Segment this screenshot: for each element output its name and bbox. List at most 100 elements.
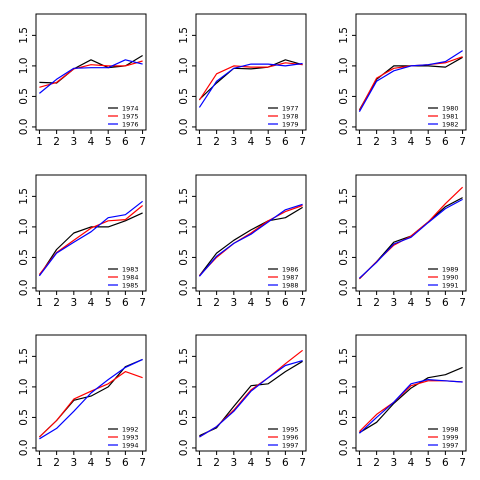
y-tick-label: 1.0	[338, 58, 350, 75]
x-tick-label: 5	[265, 297, 272, 309]
series-line-1991	[358, 198, 463, 279]
legend-label: 1975	[122, 112, 139, 120]
y-tick-label: 0.0	[338, 280, 350, 297]
legend-label: 1987	[282, 273, 299, 281]
x-tick-label: 5	[425, 136, 432, 148]
legend-label: 1999	[442, 433, 459, 441]
y-tick-label: 0.0	[178, 280, 190, 297]
y-tick-label: 1.5	[178, 188, 190, 205]
series-line-1995	[199, 360, 303, 437]
x-tick-label: 6	[282, 136, 289, 148]
legend-label: 1986	[282, 265, 299, 273]
x-tick-label: 2	[373, 297, 380, 309]
legend-label: 1997	[282, 441, 299, 449]
legend-label: 1990	[442, 273, 459, 281]
x-tick-label: 5	[265, 136, 272, 148]
y-tick-label: 0.0	[338, 440, 350, 457]
series-line-1976	[39, 59, 143, 94]
x-tick-label: 5	[105, 457, 112, 469]
series-line-1975	[39, 60, 143, 88]
x-tick-label: 4	[248, 457, 255, 469]
legend-label: 1980	[442, 104, 459, 112]
series-line-1993	[38, 371, 143, 438]
series-line-1982	[358, 50, 463, 112]
y-tick-label: 0.5	[338, 409, 350, 426]
legend-label: 1985	[122, 281, 139, 289]
x-tick-label: 2	[53, 457, 60, 469]
x-tick-label: 2	[213, 136, 220, 148]
y-tick-label: 0.5	[338, 249, 350, 266]
x-tick-label: 3	[230, 136, 237, 148]
y-tick-label: 0.0	[18, 440, 30, 457]
x-tick-label: 2	[373, 457, 380, 469]
y-tick-label: 0.0	[178, 119, 190, 136]
y-tick-label: 1.5	[338, 188, 350, 205]
legend-label: 1989	[442, 265, 459, 273]
y-tick-label: 0.5	[178, 409, 190, 426]
y-tick-label: 0.5	[338, 88, 350, 105]
legend-label: 1981	[442, 112, 459, 120]
x-tick-label: 7	[459, 457, 466, 469]
x-tick-label: 6	[442, 457, 449, 469]
x-tick-label: 4	[408, 297, 415, 309]
y-tick-label: 0.5	[18, 88, 30, 105]
y-tick-label: 1.5	[178, 348, 190, 365]
x-tick-label: 1	[356, 457, 363, 469]
x-tick-label: 7	[139, 457, 146, 469]
legend-label: 1996	[282, 433, 299, 441]
x-tick-label: 3	[390, 297, 397, 309]
legend-label: 1994	[122, 441, 139, 449]
y-tick-label: 1.5	[178, 27, 190, 44]
y-tick-label: 0.5	[178, 249, 190, 266]
series-line-1979	[198, 62, 303, 108]
x-tick-label: 7	[139, 297, 146, 309]
series-line-1984	[38, 205, 143, 275]
x-tick-label: 5	[425, 297, 432, 309]
x-tick-label: 1	[356, 297, 363, 309]
series-line-1987	[198, 204, 303, 277]
series-line-1997	[199, 360, 303, 438]
y-tick-label: 1.5	[18, 27, 30, 44]
series-line-1996	[199, 349, 303, 438]
x-tick-label: 3	[230, 457, 237, 469]
x-tick-label: 2	[53, 136, 60, 148]
legend-label: 1998	[442, 425, 459, 433]
x-tick-label: 5	[105, 297, 112, 309]
x-tick-label: 4	[408, 457, 415, 469]
legend-label: 1995	[282, 425, 299, 433]
x-tick-label: 6	[442, 297, 449, 309]
series-line-1985	[38, 200, 143, 277]
series-line-1983	[38, 212, 143, 277]
x-tick-label: 1	[196, 136, 203, 148]
legend-label: 1982	[442, 120, 459, 128]
x-tick-label: 3	[70, 297, 77, 309]
x-tick-label: 1	[196, 457, 203, 469]
legend-label: 1979	[282, 120, 299, 128]
x-tick-label: 7	[299, 136, 306, 148]
x-tick-label: 5	[105, 136, 112, 148]
x-tick-label: 3	[390, 136, 397, 148]
x-tick-label: 1	[36, 136, 43, 148]
y-tick-label: 1.0	[18, 379, 30, 396]
x-tick-label: 2	[373, 136, 380, 148]
x-tick-label: 1	[356, 136, 363, 148]
legend-label: 1984	[122, 273, 139, 281]
x-tick-label: 1	[36, 457, 43, 469]
x-tick-label: 4	[88, 297, 95, 309]
legend-label: 1988	[282, 281, 299, 289]
series-line-1986	[198, 206, 303, 277]
y-tick-label: 1.0	[178, 58, 190, 75]
x-tick-label: 7	[299, 297, 306, 309]
y-tick-label: 0.0	[338, 119, 350, 136]
series-line-1988	[198, 203, 303, 277]
y-tick-label: 1.5	[338, 348, 350, 365]
x-tick-label: 7	[139, 136, 146, 148]
x-tick-label: 4	[88, 136, 95, 148]
x-tick-label: 6	[122, 136, 129, 148]
